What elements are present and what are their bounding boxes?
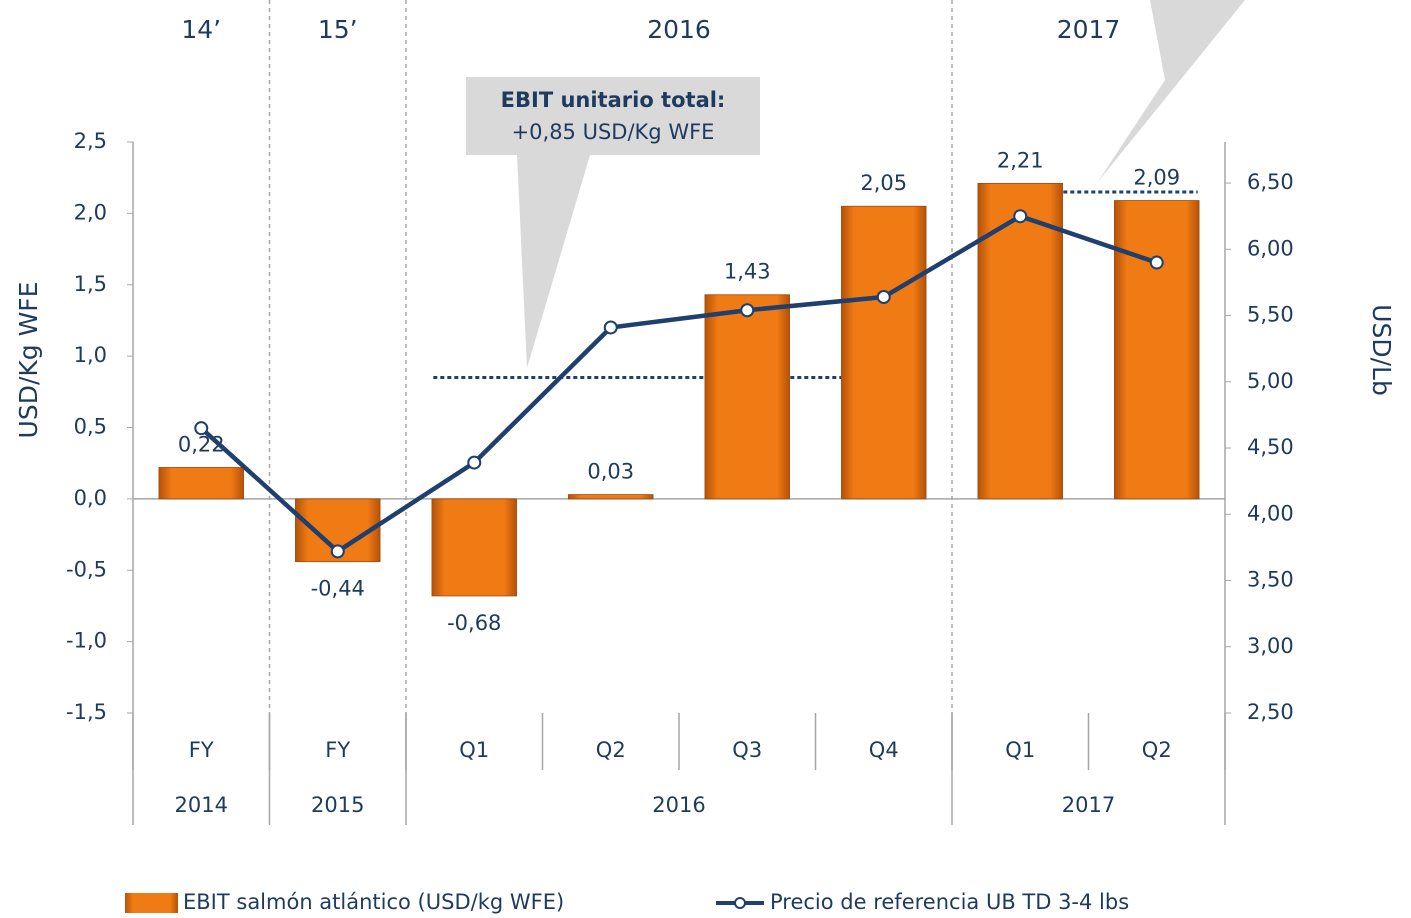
callout-text: +0,85 USD/Kg WFE	[512, 120, 715, 144]
line-point	[330, 544, 345, 559]
callout-title: EBIT unitario total:	[501, 88, 726, 112]
y2-tick-label: 4,00	[1247, 501, 1294, 525]
data-label: 2,21	[997, 148, 1044, 172]
line-point	[740, 303, 755, 318]
group-header: 15’	[318, 15, 358, 44]
x-tick-label: Q4	[869, 738, 899, 762]
bar	[431, 498, 517, 597]
y-tick-label: -1,0	[66, 629, 107, 653]
group-label: 2016	[652, 793, 705, 817]
x-tick-label: FY	[189, 738, 214, 762]
legend-swatch	[125, 893, 178, 913]
group-label: 2014	[175, 793, 228, 817]
legend-label: Precio de referencia UB TD 3-4 lbs	[770, 890, 1129, 914]
line-point	[194, 421, 209, 436]
y-tick-label: 1,0	[74, 343, 107, 367]
line-point	[603, 320, 618, 335]
data-label: 1,43	[724, 260, 771, 284]
y2-tick-label: 3,50	[1247, 568, 1294, 592]
group-label: 2015	[311, 793, 364, 817]
data-label: 2,09	[1133, 166, 1180, 190]
group-header: 2017	[1057, 15, 1121, 44]
line-point	[1013, 209, 1028, 224]
data-label: -0,44	[311, 577, 365, 601]
y2-tick-label: 5,50	[1247, 303, 1294, 327]
y-tick-label: 1,5	[74, 272, 107, 296]
line-point	[876, 290, 891, 305]
y2-tick-label: 3,00	[1247, 634, 1294, 658]
y2-tick-label: 6,50	[1247, 170, 1294, 194]
y-axis-label: USD/Kg WFE	[14, 282, 43, 439]
group-label: 2017	[1062, 793, 1115, 817]
callout-pointer	[1097, 0, 1245, 183]
y-tick-label: 0,5	[74, 415, 107, 439]
y-tick-label: 2,0	[74, 200, 107, 224]
x-tick-label: Q1	[459, 738, 489, 762]
y2-tick-label: 5,00	[1247, 369, 1294, 393]
legend: EBIT salmón atlántico (USD/kg WFE) Preci…	[125, 890, 1129, 914]
bar	[1114, 200, 1200, 500]
line-point	[467, 455, 482, 470]
y-tick-label: 0,0	[74, 486, 107, 510]
y2-axis-label: USD/Lb	[1367, 304, 1396, 396]
y-tick-label: -1,5	[66, 700, 107, 724]
y2-tick-label: 4,50	[1247, 435, 1294, 459]
line	[199, 213, 1158, 555]
data-label: -0,68	[447, 611, 501, 635]
bar	[704, 294, 790, 500]
callout-box	[466, 77, 760, 155]
group-header: 14’	[181, 15, 221, 44]
y-tick-label: -0,5	[66, 557, 107, 581]
legend-label: EBIT salmón atlántico (USD/kg WFE)	[183, 890, 564, 914]
callout-pointer	[517, 155, 590, 368]
y2-tick-label: 6,00	[1247, 236, 1294, 260]
data-label: 0,03	[587, 460, 634, 484]
x-tick-label: Q2	[596, 738, 626, 762]
bar	[841, 205, 927, 500]
x-tick-label: FY	[325, 738, 350, 762]
x-tick-label: Q1	[1005, 738, 1035, 762]
bar	[158, 467, 244, 500]
bar	[977, 182, 1063, 500]
y2-tick-label: 2,50	[1247, 700, 1294, 724]
data-label: 2,05	[860, 171, 907, 195]
line-point	[1149, 255, 1164, 270]
y-tick-label: 2,5	[74, 129, 107, 153]
legend-swatch	[734, 897, 746, 909]
group-header: 2016	[647, 15, 711, 44]
x-tick-label: Q2	[1142, 738, 1172, 762]
x-tick-label: Q3	[732, 738, 762, 762]
bar	[568, 494, 654, 500]
